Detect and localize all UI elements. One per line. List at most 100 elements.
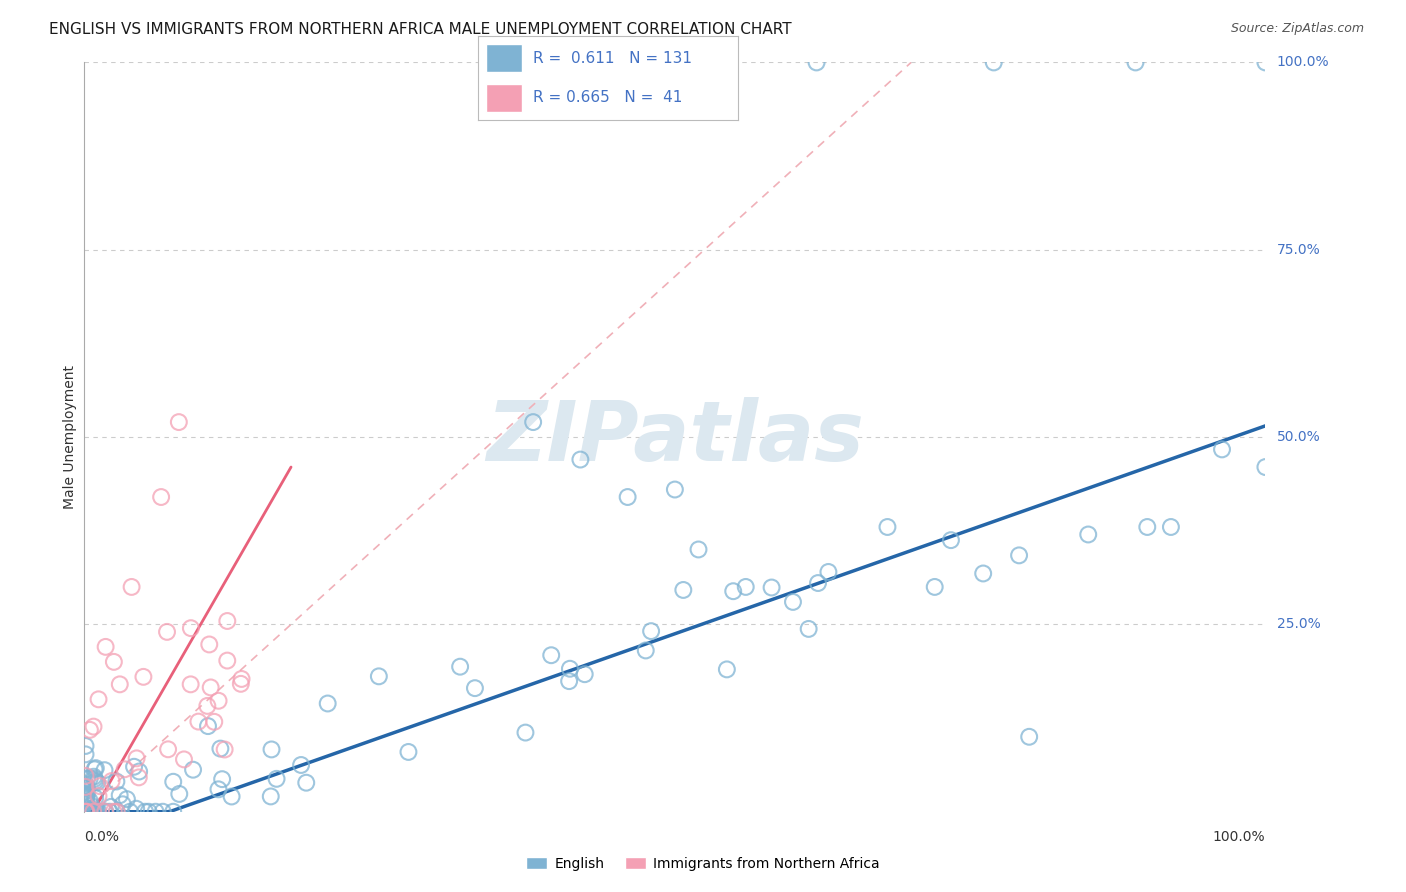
Point	[721, 584, 744, 599]
Point	[75, 784, 97, 798]
Point	[75, 805, 97, 819]
Point	[195, 698, 218, 713]
Point	[75, 789, 97, 804]
Point	[83, 772, 105, 786]
Point	[79, 772, 101, 786]
Point	[77, 805, 100, 819]
Point	[84, 805, 107, 819]
Text: 0.0%: 0.0%	[84, 830, 120, 845]
Point	[111, 797, 134, 812]
Point	[75, 791, 97, 805]
Point	[83, 762, 105, 776]
Point	[75, 805, 97, 819]
Point	[75, 805, 97, 819]
Point	[522, 415, 544, 429]
Point	[82, 805, 104, 819]
Point	[89, 779, 111, 793]
Point	[181, 763, 204, 777]
Point	[84, 791, 107, 805]
Point	[75, 805, 97, 819]
Point	[79, 794, 101, 808]
Point	[75, 805, 97, 819]
Point	[125, 751, 148, 765]
Point	[83, 720, 105, 734]
Point	[876, 520, 898, 534]
Text: 100.0%: 100.0%	[1213, 830, 1265, 845]
Point	[118, 805, 141, 819]
Point	[162, 805, 184, 819]
Point	[75, 805, 97, 819]
Text: ZIPatlas: ZIPatlas	[486, 397, 863, 477]
Point	[157, 742, 180, 756]
Point	[558, 674, 581, 689]
Point	[180, 677, 202, 691]
Point	[100, 774, 122, 789]
Point	[76, 801, 98, 815]
Point	[103, 805, 125, 819]
Point	[114, 762, 136, 776]
Point	[734, 580, 756, 594]
Point	[138, 805, 160, 819]
Point	[180, 621, 202, 635]
Point	[75, 788, 97, 802]
Point	[100, 800, 122, 814]
Point	[75, 789, 97, 804]
Point	[187, 714, 209, 729]
Point	[103, 655, 125, 669]
Point	[128, 770, 150, 784]
Point	[290, 758, 312, 772]
Point	[76, 805, 98, 819]
Point	[807, 576, 830, 591]
Point	[672, 582, 695, 597]
Point	[77, 805, 100, 819]
Point	[167, 415, 190, 429]
Point	[75, 805, 97, 819]
Point	[688, 542, 710, 557]
Point	[83, 770, 105, 784]
Point	[76, 772, 98, 786]
Point	[209, 741, 232, 756]
Point	[1254, 55, 1277, 70]
Point	[75, 805, 97, 819]
Point	[84, 773, 107, 788]
Point	[207, 694, 229, 708]
Point	[93, 763, 115, 777]
Point	[398, 745, 420, 759]
Point	[75, 769, 97, 783]
Point	[75, 777, 97, 791]
Point	[449, 659, 471, 673]
Text: 75.0%: 75.0%	[1277, 243, 1320, 257]
Point	[94, 805, 117, 819]
Point	[716, 662, 738, 676]
Point	[121, 580, 143, 594]
Point	[211, 772, 233, 787]
Point	[84, 761, 107, 775]
Point	[207, 782, 229, 797]
Point	[77, 805, 100, 819]
Point	[86, 775, 108, 789]
Point	[640, 624, 662, 639]
Point	[616, 490, 638, 504]
Point	[1125, 55, 1147, 70]
Point	[86, 805, 108, 819]
Point	[82, 805, 104, 819]
Text: R = 0.665   N =  41: R = 0.665 N = 41	[533, 90, 682, 105]
Point	[1008, 549, 1031, 563]
Point	[98, 805, 121, 819]
Point	[134, 805, 156, 819]
Point	[93, 805, 115, 819]
Point	[266, 772, 288, 786]
Point	[75, 805, 97, 819]
Point	[217, 614, 239, 628]
Point	[1211, 442, 1233, 457]
Point	[202, 714, 225, 729]
Point	[75, 780, 97, 794]
Point	[76, 805, 98, 819]
Point	[782, 595, 804, 609]
Point	[115, 792, 138, 806]
Point	[132, 670, 155, 684]
Point	[75, 805, 97, 819]
Text: Source: ZipAtlas.com: Source: ZipAtlas.com	[1230, 22, 1364, 36]
Point	[75, 789, 97, 803]
Point	[75, 780, 97, 795]
